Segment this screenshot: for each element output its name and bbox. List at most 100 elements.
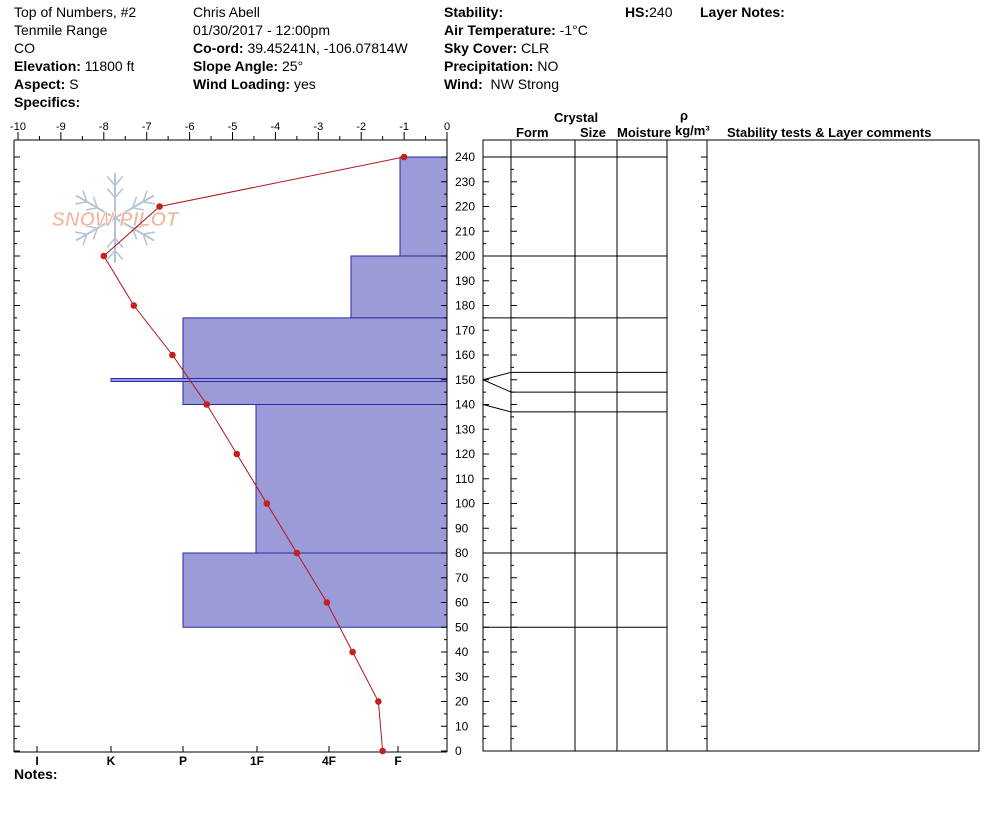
height-tick-label: 120 (455, 447, 475, 461)
wind-loading: Wind Loading: yes (193, 75, 316, 93)
temperature-point-220 (156, 203, 163, 210)
hardness-label: F (394, 754, 401, 768)
hardness-label: K (107, 754, 116, 768)
snowpilot-logo: SNOW PILOT (51, 173, 180, 263)
form-header: Form (516, 125, 549, 140)
hardness-label: P (179, 754, 187, 768)
hardness-layer-175-140 (182, 317, 448, 405)
location-name: Top of Numbers, #2 (14, 4, 137, 20)
precipitation: Precipitation: NO (444, 57, 558, 75)
height-tick-label: 210 (455, 224, 475, 238)
aspect: Aspect: S (14, 75, 79, 93)
sky-cover: Sky Cover: CLR (444, 39, 549, 57)
aspect-label: Aspect: (14, 76, 66, 92)
height-tick-label: 150 (455, 373, 475, 387)
layer-connector (482, 379, 512, 393)
air-temp-label: Air Temperature: (444, 22, 556, 38)
wind-loading-value: yes (293, 76, 316, 92)
height-tick-label: 90 (455, 521, 469, 535)
temperature-point-100 (263, 500, 271, 507)
height-tick-label: 230 (455, 175, 475, 189)
slope-value: 25° (281, 58, 304, 74)
hardness-layer-140-80 (255, 404, 448, 554)
elevation: Elevation: 11800 ft (14, 57, 134, 75)
range-name: Tenmile Range (14, 22, 108, 38)
snowflake-branch (114, 188, 124, 199)
temp-tick-label: -8 (99, 121, 109, 133)
snowflake-icon (74, 173, 156, 263)
coord-label: Co-ord: (193, 40, 244, 56)
height-tick-label: 110 (455, 472, 474, 486)
hardness-label: 4F (322, 754, 336, 768)
temp-tick-label: -5 (228, 121, 238, 133)
snowflake-branch (114, 249, 124, 261)
snowflake-branch (82, 233, 88, 246)
height-tick-label: 190 (455, 274, 475, 288)
layer-notes-label: Layer Notes: (700, 4, 785, 20)
right-table-frame (482, 139, 980, 752)
density-unit: kg/m³ (675, 123, 710, 138)
hardness-layer-240-200 (399, 156, 448, 257)
height-tick-label: 30 (455, 670, 469, 684)
density-symbol: ρ (680, 108, 689, 123)
height-tick-label: 220 (455, 200, 475, 214)
temperature-point-200 (100, 252, 108, 260)
snowflake-branch (85, 207, 98, 211)
temp-tick-label: 0 (444, 121, 450, 133)
sky-value: CLR (521, 40, 550, 56)
temp-tick-label: -1 (399, 121, 409, 133)
snowflake-branch (106, 237, 116, 248)
air-temp-value: -1°C (559, 22, 588, 38)
height-tick-label: 140 (455, 398, 475, 412)
specifics-label: Specifics: (14, 94, 81, 110)
precip-label: Precipitation: (444, 58, 534, 74)
stability-label: Stability: (444, 4, 504, 20)
layer-connector (482, 404, 512, 413)
snowflake-branch (92, 196, 99, 209)
snowflake-branch (142, 190, 148, 203)
crystal-header: Crystal (554, 110, 599, 125)
temperature-point-160 (169, 351, 176, 359)
chart-frames (13, 139, 980, 753)
temperature-profile (100, 153, 408, 755)
temperature-point-240 (400, 153, 408, 161)
height-tick-label: 160 (455, 348, 475, 362)
hs-label: HS: (625, 4, 650, 20)
snow-height: HS:240 (625, 3, 672, 21)
layer-boundary-lines (482, 156, 667, 628)
snowflake-branch (74, 231, 88, 235)
stability-tests-header: Stability tests & Layer comments (727, 125, 932, 140)
hardness-layer-150.5-149.5 (110, 378, 448, 383)
height-tick-label: 60 (455, 596, 469, 610)
snowflake-branch (114, 175, 124, 187)
snowflake-branch (131, 196, 138, 209)
temperature-point-0 (379, 747, 386, 755)
elevation-value: 11800 ft (84, 58, 135, 74)
hardness-label: I (35, 754, 38, 768)
temp-tick-label: -3 (313, 121, 323, 133)
coord-value: 39.45241N, -106.07814W (247, 40, 408, 56)
snowflake-branch (142, 233, 148, 246)
hs-value: 240 (649, 4, 673, 20)
temperature-point-60 (323, 599, 331, 606)
height-tick-label: 0 (455, 744, 462, 758)
height-tick-label: 80 (455, 546, 469, 560)
state-name: CO (14, 40, 35, 56)
snowflake-branch (92, 227, 99, 240)
air-temperature: Air Temperature: -1°C (444, 21, 588, 39)
notes-label: Notes: (14, 766, 58, 782)
height-tick-label: 40 (455, 645, 469, 659)
temp-tick-label: -9 (56, 121, 66, 133)
height-tick-label: 10 (455, 719, 469, 733)
hardness-label: 1F (250, 754, 264, 768)
snowflake-branch (85, 225, 98, 229)
wind-value: NW Strong (490, 76, 559, 92)
height-tick-label: 170 (455, 323, 475, 337)
temperature-point-120 (233, 450, 241, 458)
height-tick-label: 50 (455, 620, 469, 634)
layer-connector (482, 371, 512, 381)
wind: Wind: NW Strong (444, 75, 559, 93)
snowflake-branch (106, 175, 116, 187)
height-tick-label: 180 (455, 299, 475, 313)
